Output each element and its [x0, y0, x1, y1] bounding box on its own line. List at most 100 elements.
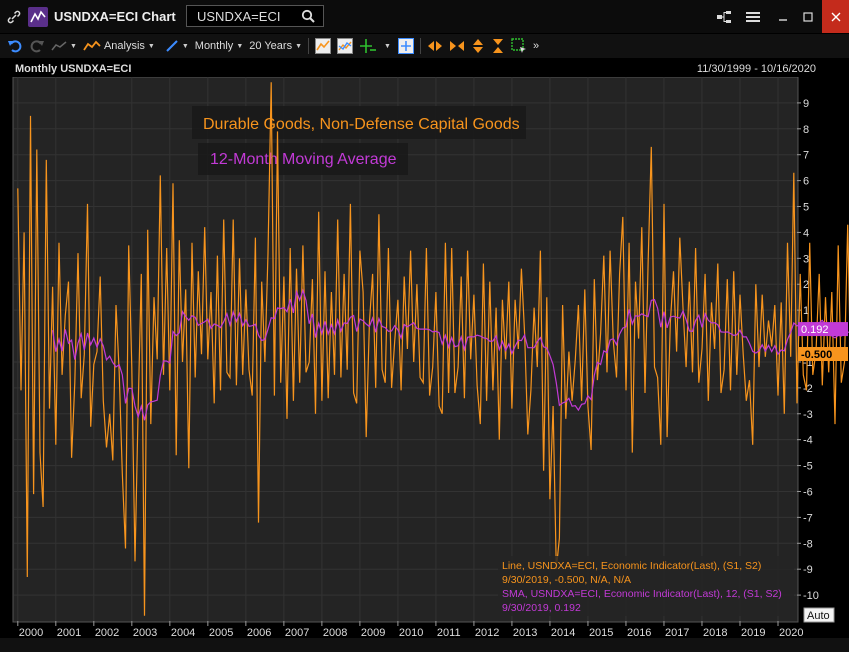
- y-tick-label: 7: [803, 150, 809, 162]
- menu-icon[interactable]: [741, 0, 765, 33]
- line-style-dropdown[interactable]: ▼: [48, 35, 80, 57]
- x-tick-label: 2013: [513, 627, 537, 639]
- x-tick-label: 2003: [133, 627, 157, 639]
- drawing-tool-dropdown[interactable]: ▼: [162, 35, 192, 57]
- price-tag-label: -0.500: [801, 349, 832, 361]
- interval-label: Monthly: [194, 40, 234, 52]
- compare-chart-icon[interactable]: [334, 35, 356, 57]
- x-tick-label: 2004: [171, 627, 195, 639]
- toolbar-divider: [419, 38, 421, 54]
- share-tree-icon[interactable]: [712, 0, 736, 33]
- y-tick-label: -7: [803, 512, 813, 524]
- legend-line-1-values: 9/30/2019, -0.500, N/A, N/A: [502, 574, 631, 586]
- y-tick-label: -3: [803, 409, 813, 421]
- y-tick-label: 5: [803, 202, 809, 214]
- y-tick-label: 1: [803, 305, 809, 317]
- chevron-down-icon: ▼: [147, 42, 155, 50]
- y-tick-label: -8: [803, 538, 813, 550]
- line-chart-icon[interactable]: [312, 35, 334, 57]
- x-tick-label: 2014: [551, 627, 575, 639]
- undo-icon[interactable]: [4, 35, 26, 57]
- chart-toolbar: ▼ Analysis ▼ ▼ Monthly ▼ 20 Years ▼ ▼: [0, 34, 849, 58]
- search-input[interactable]: [187, 6, 297, 26]
- chart-header: Monthly USNDXA=ECI 11/30/1999 - 10/16/20…: [0, 60, 849, 77]
- scroll-left-right-icon[interactable]: [424, 35, 446, 57]
- x-tick-label: 2019: [741, 627, 765, 639]
- overlay-title-box: [192, 106, 526, 139]
- x-tick-label: 2000: [19, 627, 43, 639]
- x-tick-label: 2018: [703, 627, 727, 639]
- x-tick-label: 2017: [665, 627, 689, 639]
- title-bar: USNDXA=ECI Chart: [0, 0, 849, 33]
- y-tick-label: -1: [803, 357, 813, 369]
- redo-icon[interactable]: [26, 35, 48, 57]
- series-group: [17, 82, 849, 616]
- close-button[interactable]: [822, 0, 849, 33]
- range-dropdown[interactable]: 20 Years ▼: [246, 35, 305, 57]
- x-tick-label: 2012: [475, 627, 499, 639]
- interval-dropdown[interactable]: Monthly ▼: [192, 35, 246, 57]
- y-tick-label: 2: [803, 279, 809, 291]
- chart-canvas[interactable]: 9 8 7 6 5 4 3 2 1 -1 -2 -3 -4 -5 -6 -7 -8 -9 -10 2000 2001 2…: [0, 77, 849, 652]
- compress-horizontal-icon[interactable]: [446, 35, 468, 57]
- crosshair-icon[interactable]: [356, 35, 380, 57]
- date-range: 11/30/1999 - 10/16/2020: [696, 63, 816, 75]
- x-tick-label: 2006: [247, 627, 271, 639]
- y-tick-label: 3: [803, 253, 809, 265]
- zoom-box-icon[interactable]: [395, 35, 417, 57]
- price-tag-box: [798, 347, 848, 361]
- x-tick-label: 2015: [589, 627, 613, 639]
- y-tick-label: 9: [803, 98, 809, 110]
- legend-line-2-values: 9/30/2019, 0.192: [502, 602, 581, 614]
- analysis-label: Analysis: [103, 40, 145, 52]
- maximize-button[interactable]: [797, 0, 819, 33]
- y-tick-label: -6: [803, 486, 813, 498]
- x-tick-label: 2002: [95, 627, 119, 639]
- price-tag-label: 0.192: [801, 324, 829, 336]
- auto-scale-label: Auto: [807, 610, 830, 622]
- price-tag-box: [798, 322, 848, 337]
- price-tags: 0.192 -0.500: [798, 322, 848, 361]
- select-area-icon[interactable]: [508, 35, 530, 57]
- chevron-down-icon: ▼: [181, 42, 189, 50]
- link-icon[interactable]: [0, 0, 28, 33]
- compress-vertical-icon[interactable]: [488, 35, 508, 57]
- toolbar-divider: [308, 38, 310, 54]
- y-tick-label: -5: [803, 461, 813, 473]
- x-tick-label: 2007: [285, 627, 309, 639]
- auto-scale-button[interactable]: [803, 607, 835, 623]
- legend-line-2: SMA, USNDXA=ECI, Economic Indicator(Last…: [502, 588, 782, 600]
- x-tick-label: 2009: [361, 627, 385, 639]
- chevron-down-icon: ▼: [70, 42, 77, 50]
- overlay-subtitle-box: [198, 143, 408, 175]
- decade-bar: [0, 638, 849, 652]
- y-tick-label: -2: [803, 383, 813, 395]
- x-tick-label: 2001: [57, 627, 81, 639]
- chart-title: Monthly USNDXA=ECI: [15, 63, 132, 75]
- legend-box: [498, 556, 794, 616]
- chevron-down-icon[interactable]: ▼: [384, 42, 391, 50]
- x-tick-label: 2020: [779, 627, 803, 639]
- y-tick-label: 4: [803, 227, 809, 239]
- analysis-dropdown[interactable]: Analysis ▼: [80, 35, 158, 57]
- app-title: USNDXA=ECI Chart: [54, 9, 176, 24]
- x-tick-label: 2011: [437, 627, 461, 639]
- legend: Line, USNDXA=ECI, Economic Indicator(Las…: [498, 556, 794, 616]
- chevron-down-icon: ▼: [236, 42, 244, 50]
- overlay-subtitle: 12-Month Moving Average: [210, 151, 397, 168]
- minimize-button[interactable]: [772, 0, 794, 33]
- y-tick-label: -9: [803, 564, 813, 576]
- y-tick-label: 8: [803, 124, 809, 136]
- sma-series-line: [52, 288, 849, 421]
- chart-overlay-labels: Durable Goods, Non-Defense Capital Goods…: [192, 106, 526, 175]
- chevron-down-icon: ▼: [295, 42, 303, 50]
- legend-line-1-date-value: 9/30/2019, -0.500, N/A, N/A: [502, 574, 631, 586]
- y-tick-label: 6: [803, 176, 809, 188]
- search-box[interactable]: [186, 5, 324, 27]
- x-tick-label: 2010: [399, 627, 423, 639]
- overlay-title: Durable Goods, Non-Defense Capital Goods: [203, 116, 520, 133]
- scroll-up-down-icon[interactable]: [468, 35, 488, 57]
- search-icon[interactable]: [301, 9, 315, 28]
- x-tick-label: 2005: [209, 627, 233, 639]
- more-options-icon[interactable]: »: [532, 40, 540, 52]
